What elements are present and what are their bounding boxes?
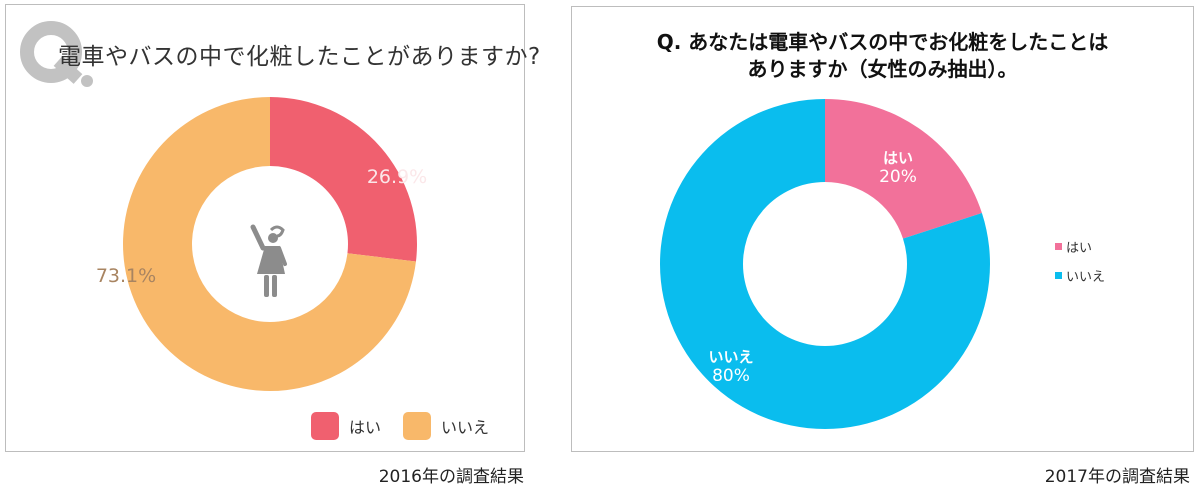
legend-swatch-yes xyxy=(311,412,339,440)
legend-label-no-2017: いいえ xyxy=(1066,270,1106,285)
legend-label-yes-2017: はい xyxy=(1066,241,1093,256)
caption-2016: 2016年の調査結果 xyxy=(378,467,524,487)
legend-swatch-no-2017 xyxy=(1055,272,1062,279)
legend-label-no: いいえ xyxy=(441,418,490,437)
donut-slice-no xyxy=(122,97,416,391)
slice-value-label: 26.9% xyxy=(367,166,427,188)
legend-item-yes: はい xyxy=(311,412,381,440)
legend-label-yes: はい xyxy=(349,418,382,437)
chart-panel-2017: Q. あなたは電車やバスの中でお化粧をしたことは ありますか（女性のみ抽出）。 … xyxy=(571,6,1194,452)
donut-chart-2016: 26.9% 73.1% xyxy=(96,97,427,391)
chart-title: 電車やバスの中で化粧したことがありますか? xyxy=(58,44,541,70)
slice-value-label: 73.1% xyxy=(96,265,156,287)
q-logo-icon xyxy=(20,21,93,87)
caption-2017: 2017年の調査結果 xyxy=(1044,467,1190,487)
legend-swatch-no xyxy=(403,412,431,440)
legend-item-no: いいえ xyxy=(403,412,489,440)
legend-item-no-2017: いいえ xyxy=(1055,266,1105,285)
slice-category-label: はい xyxy=(883,149,913,167)
woman-raising-hand-icon xyxy=(250,224,287,297)
donut-slice-no xyxy=(660,99,990,430)
donut-slice-yes xyxy=(825,99,982,239)
chart-panel-2016: 電車やバスの中で化粧したことがありますか? 26.9% 73.1% はい いいえ xyxy=(5,4,540,452)
legend-swatch-yes-2017 xyxy=(1055,243,1062,250)
slice-value-label: 80% xyxy=(712,366,750,386)
chart-title-line-1: Q. あなたは電車やバスの中でお化粧をしたことは xyxy=(656,30,1109,54)
legend-item-yes-2017: はい xyxy=(1055,237,1092,256)
slice-category-label: いいえ xyxy=(708,348,753,366)
donut-slice-yes xyxy=(270,97,417,262)
slice-value-label: 20% xyxy=(879,167,917,187)
chart-title-2017: Q. あなたは電車やバスの中でお化粧をしたことは ありますか（女性のみ抽出）。 xyxy=(572,29,1193,83)
chart-title-line-2: ありますか（女性のみ抽出）。 xyxy=(747,57,1018,81)
